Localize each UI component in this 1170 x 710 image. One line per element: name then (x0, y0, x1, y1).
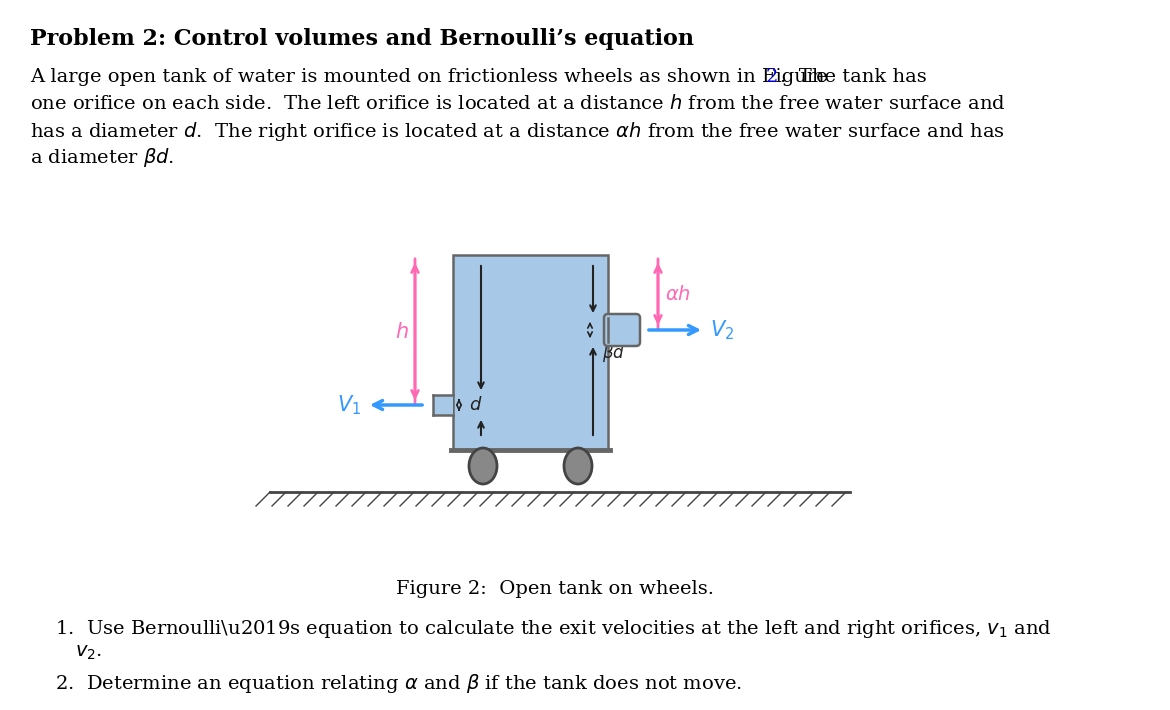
Text: $v_2$.: $v_2$. (75, 644, 102, 662)
Text: .  The tank has: . The tank has (780, 68, 927, 86)
Text: 2.  Determine an equation relating $\alpha$ and $\beta$ if the tank does not mov: 2. Determine an equation relating $\alph… (55, 672, 742, 695)
Text: $d$: $d$ (469, 396, 482, 414)
Text: $V_1$: $V_1$ (337, 393, 362, 417)
Text: Problem 2: Control volumes and Bernoulli’s equation: Problem 2: Control volumes and Bernoulli… (30, 28, 694, 50)
Text: Figure 2:  Open tank on wheels.: Figure 2: Open tank on wheels. (395, 580, 714, 598)
Text: 1.  Use Bernoulli\u2019s equation to calculate the exit velocities at the left a: 1. Use Bernoulli\u2019s equation to calc… (55, 618, 1052, 640)
Bar (453, 255, 608, 450)
Text: $\alpha h$: $\alpha h$ (665, 285, 691, 303)
Text: $\beta d$: $\beta d$ (603, 342, 625, 364)
Text: a diameter $\beta d$.: a diameter $\beta d$. (30, 146, 174, 169)
Text: $V_2$: $V_2$ (710, 318, 734, 342)
Ellipse shape (564, 448, 592, 484)
Bar (433, 395, 453, 415)
Text: $h$: $h$ (395, 322, 410, 342)
Ellipse shape (469, 448, 497, 484)
FancyBboxPatch shape (604, 314, 640, 346)
Text: 2: 2 (766, 68, 778, 86)
Text: A large open tank of water is mounted on frictionless wheels as shown in Figure: A large open tank of water is mounted on… (30, 68, 834, 86)
Text: one orifice on each side.  The left orifice is located at a distance $h$ from th: one orifice on each side. The left orifi… (30, 94, 1005, 113)
Text: has a diameter $d$.  The right orifice is located at a distance $\alpha h$ from : has a diameter $d$. The right orifice is… (30, 120, 1005, 143)
